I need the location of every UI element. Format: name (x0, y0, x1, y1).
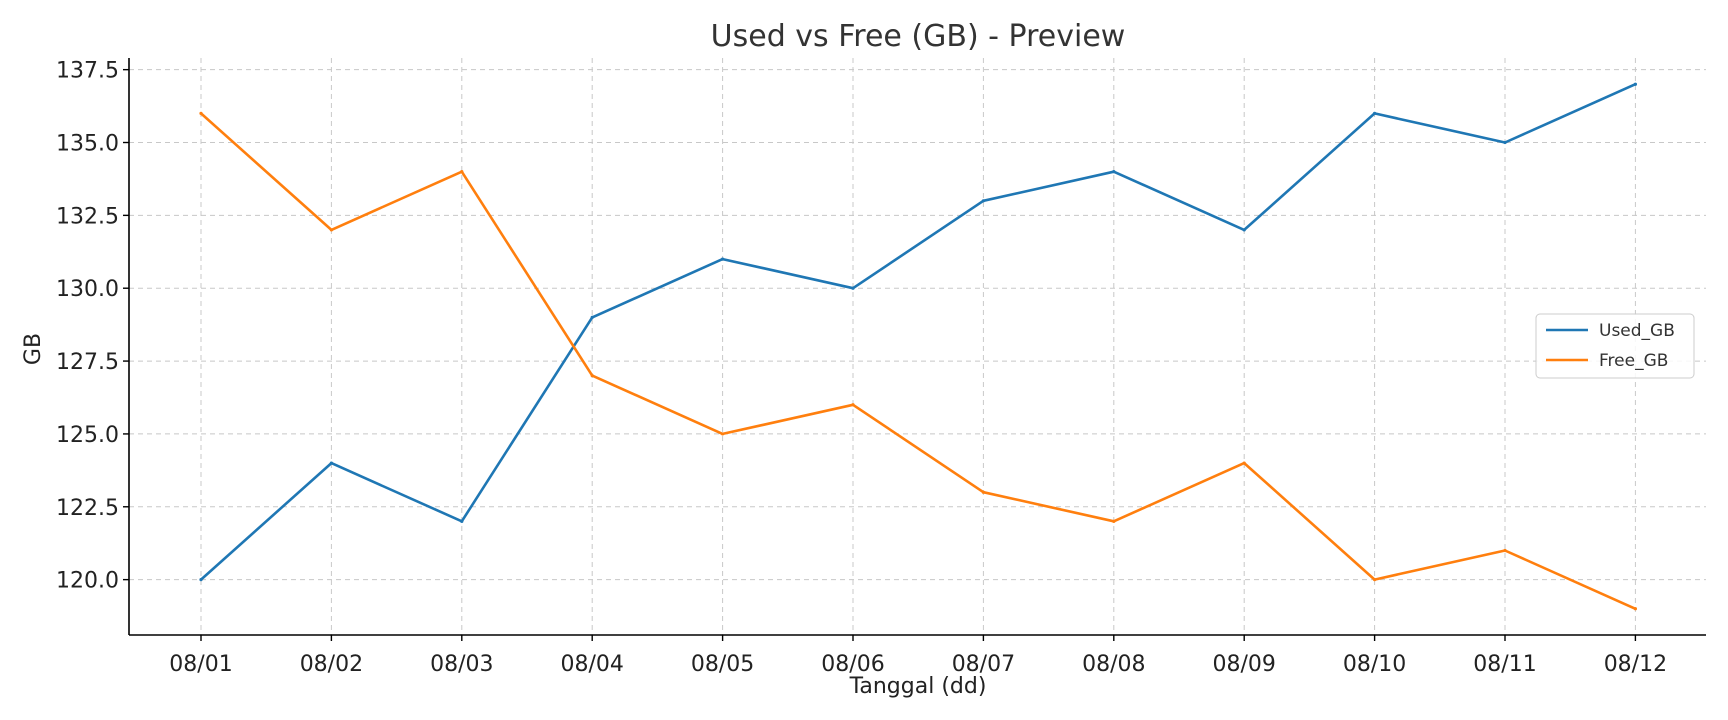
x-tick-label: 08/07 (952, 652, 1015, 677)
grid (129, 58, 1706, 635)
data-point (981, 490, 986, 494)
data-point (1373, 111, 1377, 115)
ticks: 120.0 122.5 125.0 127.5 130.0 132.5 135.0 137.5… (56, 59, 1667, 677)
data-point (721, 257, 725, 261)
y-tick-label: 120.0 (56, 569, 119, 594)
data-point (1112, 170, 1116, 174)
data-point (981, 199, 986, 203)
legend: Used_GB Free_GB (1535, 313, 1695, 379)
y-tick-label: 137.5 (56, 59, 119, 84)
data-point (590, 374, 594, 378)
series-line-free-gb (199, 112, 1637, 611)
y-tick-label: 130.0 (56, 277, 119, 302)
data-point (1503, 140, 1507, 145)
y-tick-label: 122.5 (56, 496, 119, 521)
x-tick-label: 08/02 (300, 652, 363, 677)
x-tick-label: 08/09 (1212, 652, 1275, 677)
data-point (1503, 548, 1507, 553)
data-point (1112, 519, 1116, 523)
y-tick-label: 132.5 (56, 204, 119, 229)
data-point (851, 403, 855, 407)
data-point (329, 228, 333, 232)
x-tick-label: 08/12 (1604, 652, 1667, 677)
x-tick-label: 08/10 (1343, 652, 1406, 677)
y-tick-label: 127.5 (56, 350, 119, 375)
data-point (199, 578, 203, 582)
series-lines (199, 82, 1637, 611)
data-point (1242, 461, 1246, 465)
x-tick-label: 08/05 (691, 652, 754, 677)
x-tick-label: 08/11 (1473, 652, 1536, 677)
data-point (590, 315, 594, 319)
x-tick-label: 08/04 (560, 652, 623, 677)
x-axis-label: Tanggal (dd) (849, 674, 987, 699)
x-tick-label: 08/06 (821, 652, 884, 677)
series-line-used-gb (199, 82, 1637, 581)
data-point (199, 111, 203, 115)
data-point (329, 461, 333, 465)
chart-title: Used vs Free (GB) - Preview (711, 19, 1126, 54)
data-point (1633, 82, 1637, 86)
data-point (1373, 578, 1377, 582)
x-tick-label: 08/01 (169, 652, 232, 677)
y-axis-label: GB (21, 333, 46, 365)
y-tick-label: 135.0 (56, 132, 119, 157)
data-point (1242, 228, 1246, 232)
data-point (460, 519, 464, 523)
legend-label: Used_GB (1599, 321, 1675, 341)
y-tick-label: 125.0 (56, 423, 119, 448)
axes (128, 58, 1706, 636)
data-point (851, 286, 855, 290)
data-point (460, 170, 464, 174)
data-point (1633, 607, 1637, 611)
data-point (721, 432, 725, 436)
x-tick-label: 08/08 (1082, 652, 1145, 677)
legend-label: Free_GB (1599, 351, 1668, 371)
x-tick-label: 08/03 (430, 652, 493, 677)
